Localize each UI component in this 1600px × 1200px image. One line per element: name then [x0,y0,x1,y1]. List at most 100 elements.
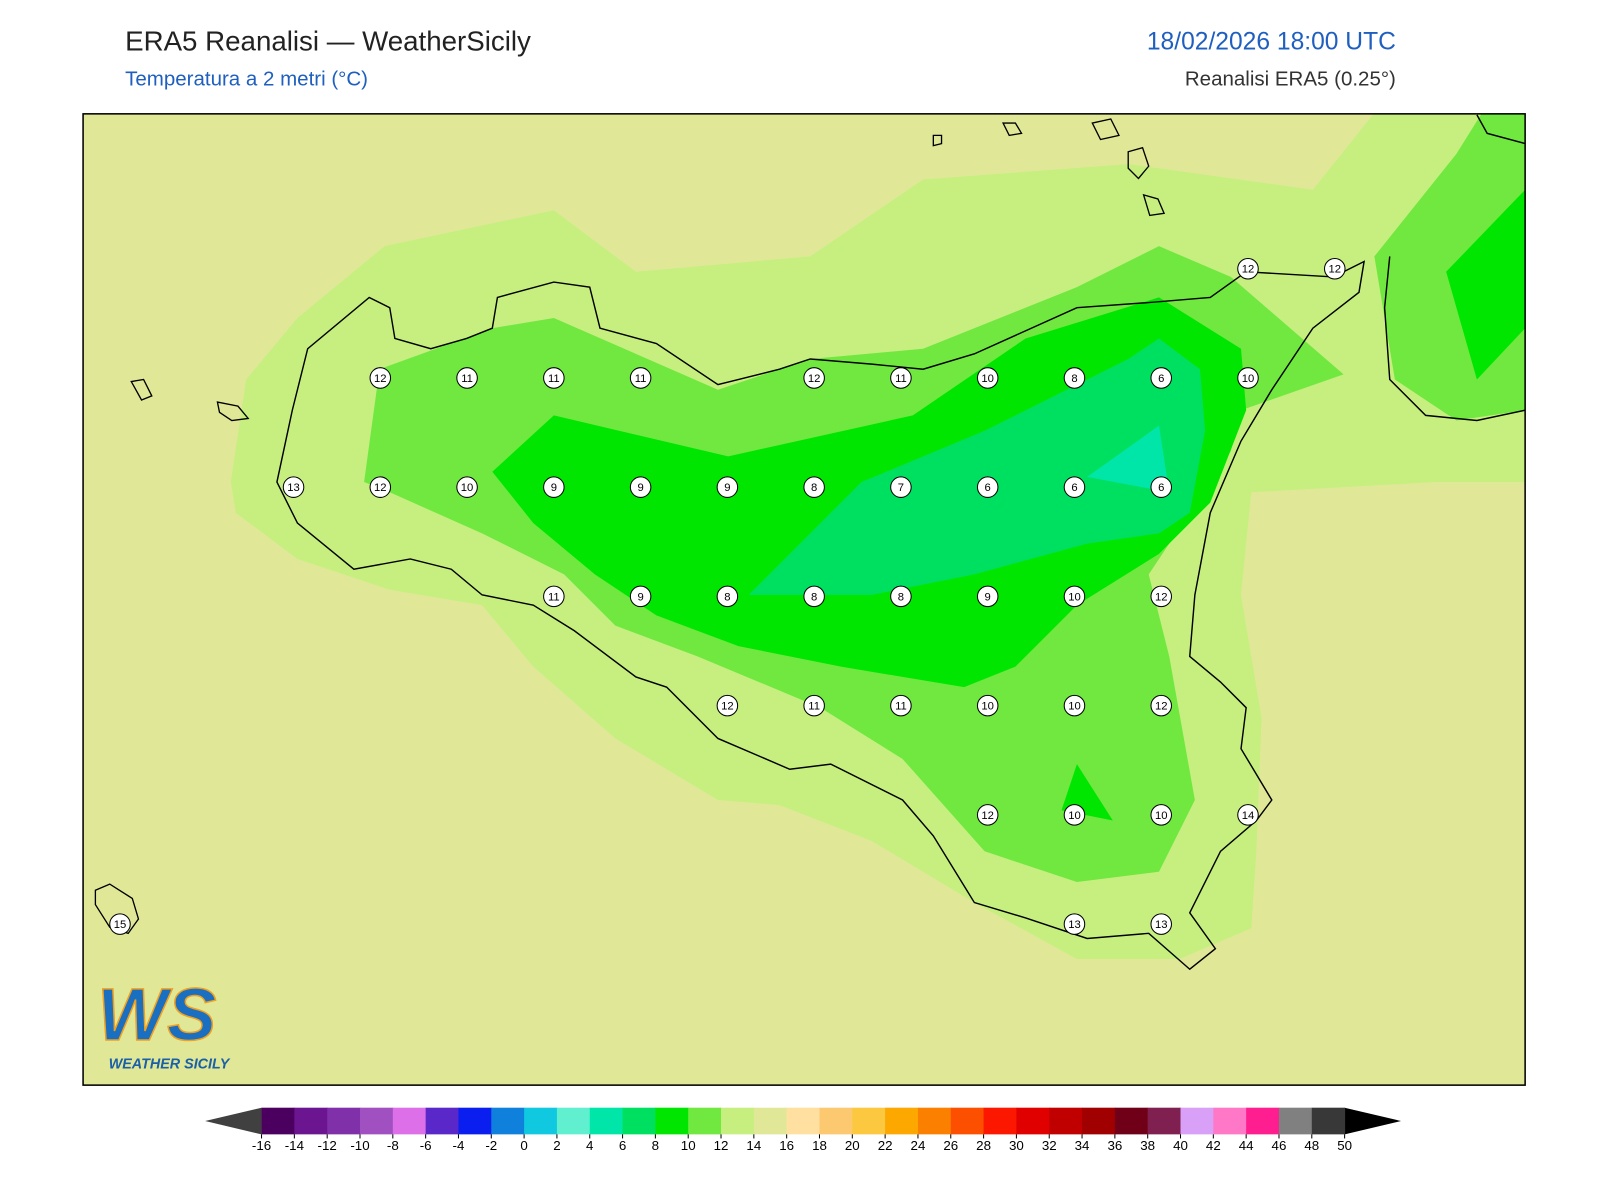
colorbar-tick-label: -12 [318,1138,337,1153]
station-value: 11 [808,701,820,713]
colorbar-box [917,1107,952,1135]
station-marker [803,476,825,498]
colorbar-over [1344,1107,1402,1135]
station-marker [803,367,825,389]
map-frame [82,113,1526,1086]
field-8-10 [1446,189,1526,380]
station-marker [1237,804,1259,826]
station-value: 11 [461,373,473,385]
station-marker [543,367,565,389]
coastline [276,260,1366,971]
station-marker [890,367,912,389]
colorbar-tick-label: 36 [1107,1138,1122,1153]
colorbar-box [261,1107,295,1135]
station-value: 15 [114,919,127,931]
colorbar-tick-label: 14 [746,1138,761,1153]
station-value: 14 [1242,810,1255,822]
station-marker [456,476,478,498]
station-value: 12 [1329,264,1342,276]
colorbar-tick-label: -16 [252,1138,271,1153]
datetime: 18/02/2026 18:00 UTC [1147,29,1396,56]
calabria-coast [1383,114,1526,422]
station-value: 12 [1242,264,1255,276]
colorbar-tick-label: -14 [285,1138,305,1153]
source: Reanalisi ERA5 (0.25°) [1185,67,1396,90]
station-marker [976,367,999,389]
station-value: 11 [895,373,907,385]
station-value: 10 [1068,701,1081,713]
colorbar-box [491,1107,525,1135]
station-marker [109,913,131,935]
station-value: 6 [1158,482,1164,494]
station-value: 11 [895,701,907,713]
colorbar-tick-label: 2 [553,1138,560,1153]
colorbar-box [852,1107,886,1135]
station-marker [716,585,739,608]
station-marker [369,367,392,389]
colorbar-tick-label: 24 [911,1138,926,1153]
colorbar-box [1147,1107,1182,1135]
station-value: 10 [981,701,994,713]
colorbar-box [1016,1107,1050,1135]
station-marker [803,585,825,608]
station-value: 6 [1158,373,1164,385]
station-value: 8 [898,591,904,603]
colorbar-box [327,1107,361,1135]
colorbar-tick-label: 32 [1042,1138,1057,1153]
colorbar-tick-label: 10 [681,1138,696,1153]
colorbar-tick-label: 12 [714,1138,729,1153]
colorbar-box [1246,1107,1280,1135]
colorbar-tick-label: 26 [943,1138,958,1153]
colorbar-tick-label: 40 [1173,1138,1188,1153]
station-marker [1063,476,1086,498]
station-marker [1237,367,1259,389]
station-value: 6 [1071,482,1077,494]
station-marker [1150,694,1172,717]
station-value: 12 [1155,701,1168,713]
colorbar-box [1213,1107,1247,1135]
colorbar-tick-label: 6 [619,1138,626,1153]
station-marker [543,476,565,498]
station-marker [629,367,652,389]
station-marker [716,694,739,717]
logo-mark: WS [97,973,216,1056]
colorbar-tick-label: 44 [1239,1138,1254,1153]
logo-name: WEATHER SICILY [109,1056,231,1072]
colorbar-tick-label: -2 [485,1138,497,1153]
colorbar-box [556,1107,591,1135]
station-value: 9 [985,591,991,603]
station-value: 11 [635,373,647,385]
station-marker [1063,585,1086,608]
station-value: 10 [461,482,474,494]
station-value: 13 [1155,919,1168,931]
station-marker [1324,257,1346,280]
station-value: 8 [724,591,730,603]
colorbar-box [688,1107,722,1135]
colorbar-tick-label: 20 [845,1138,860,1153]
colorbar: -16 -14 -12 -10 -8 -6 -4 -2 0 2 4 6 8 10 12 14 16 18 20 22 2… [205,1107,1402,1153]
colorbar-box [753,1107,788,1135]
station-marker [629,476,652,498]
colorbar-box [458,1107,492,1135]
colorbar-tick-label: -6 [420,1138,432,1153]
colorbar-box [1180,1107,1214,1135]
colorbar-box [425,1107,459,1135]
station-marker [976,804,999,826]
colorbar-box [885,1107,919,1135]
title: ERA5 Reanalisi — WeatherSicily [125,25,531,56]
station-value: 6 [985,482,991,494]
colorbar-tick-label: 4 [586,1138,594,1153]
station-value: 7 [898,482,904,494]
island [94,118,1166,935]
colorbar-box [622,1107,656,1135]
colorbar-box [819,1107,853,1135]
station-marker [890,694,912,717]
colorbar-tick-label: 0 [520,1138,527,1153]
map: 12 12 12 11 11 11 12 11 10 8 6 10 13 12 10 9 9 9 8 7 6 6 6 11 9 8… [82,113,1526,1086]
station-value: 12 [808,373,821,385]
colorbar-box [1278,1107,1313,1135]
station-value: 10 [1068,591,1081,603]
station-marker [282,476,305,498]
field-4-6 [1087,425,1170,493]
